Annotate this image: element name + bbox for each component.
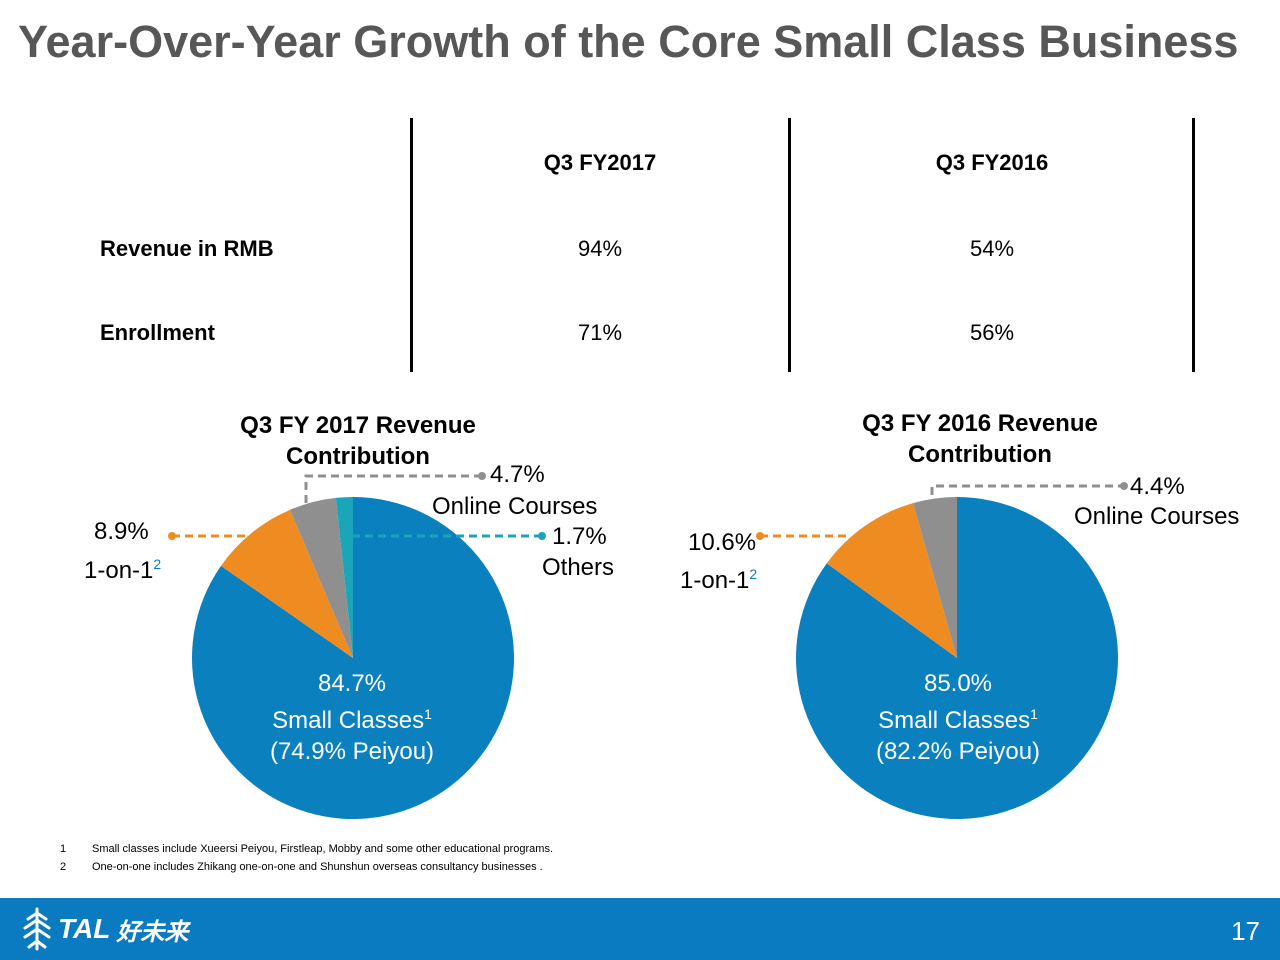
table-header-q3fy2017: Q3 FY2017 — [543, 150, 657, 175]
label-text: Small Classes — [272, 707, 425, 734]
footnote-text: One-on-one includes Zhikang one-on-one a… — [92, 861, 543, 873]
label-2016-online-value: 4.4% — [1130, 473, 1185, 500]
pie-slice-small-classes — [796, 497, 1119, 819]
leader-2017-online — [304, 474, 480, 503]
pie-slice-online-courses — [913, 497, 957, 658]
label-value: 84.7% — [317, 670, 387, 697]
footnote-1: 1 Small classes include Xueersi Peiyou, F… — [60, 843, 553, 855]
logo-cn: 好未来 — [116, 918, 189, 946]
label-2017-online-value: 4.7% — [490, 461, 545, 488]
table-divider — [410, 118, 413, 372]
label-2016-1on1-value: 10.6% — [688, 529, 757, 556]
table-header-q3fy2016: Q3 FY2016 — [935, 150, 1049, 175]
row-label-revenue: Revenue in RMB — [100, 236, 274, 261]
leader-2016-online — [930, 484, 1122, 495]
label-2017-others-value: 1.7% — [552, 523, 607, 550]
footnote-text: Small classes include Xueersi Peiyou, Fi… — [92, 843, 554, 855]
tal-logo: TAL 好未来 — [22, 906, 188, 952]
pie-slice-1-on-1 — [826, 503, 957, 658]
row-label-enrollment: Enrollment — [100, 320, 215, 345]
pie-slice-1-on-1 — [220, 509, 353, 658]
pie-2017-title: Q3 FY 2017 Revenue Contribution — [148, 410, 568, 472]
table-divider — [1192, 118, 1195, 372]
pie-slice-online-courses — [289, 497, 353, 658]
leader-dot — [168, 532, 176, 540]
label-2016-1on1-name: 1-on-12 — [680, 559, 757, 596]
label-value: 85.0% — [923, 670, 993, 697]
pie-2017-title-line2: Contribution — [286, 443, 430, 470]
page-number: 17 — [1231, 916, 1260, 946]
footnote-ref: 1 — [1030, 706, 1038, 722]
footnote-ref: 2 — [153, 556, 162, 572]
table-cell: 54% — [969, 236, 1015, 261]
label-2017-small-classes: 84.7% Small Classes1 (74.9% Peiyou) — [142, 668, 562, 767]
footnote-num: 1 — [60, 843, 67, 855]
pie-2016-title-line1: Q3 FY 2016 Revenue — [862, 410, 1098, 437]
label-2016-small-classes: 85.0% Small Classes1 (82.2% Peiyou) — [748, 668, 1168, 767]
pie-leader-lines — [168, 472, 1128, 540]
table-cell: 94% — [577, 236, 623, 261]
footnote-2: 2 One-on-one includes Zhikang one-on-one … — [60, 861, 543, 873]
pie-slice-others — [335, 497, 353, 658]
label-name: Small Classes1 — [142, 699, 562, 736]
pie-slice-small-classes — [192, 497, 515, 819]
page-title: Year-Over-Year Growth of the Core Small … — [18, 16, 1239, 67]
pie-charts-svg — [168, 472, 1128, 819]
label-2016-online-name: Online Courses — [1074, 503, 1240, 530]
tree-icon — [23, 907, 51, 951]
label-2017-1on1-name: 1-on-12 — [84, 549, 161, 586]
pie-2017 — [192, 497, 515, 819]
leader-dot — [538, 532, 546, 540]
table-cell: 56% — [969, 320, 1015, 345]
leader-dot — [756, 532, 764, 540]
pie-2016 — [796, 497, 1119, 819]
label-note: (82.2% Peiyou) — [875, 738, 1041, 765]
footnote-ref: 2 — [749, 566, 758, 582]
footnote-ref: 1 — [424, 706, 432, 722]
label-name: Small Classes1 — [748, 699, 1168, 736]
leader-dot — [478, 472, 486, 480]
pie-2016-title-line2: Contribution — [908, 441, 1052, 468]
label-2017-1on1-value: 8.9% — [94, 518, 149, 545]
label-note: (74.9% Peiyou) — [269, 738, 435, 765]
table-divider — [788, 118, 791, 372]
leader-dot — [1120, 482, 1128, 490]
label-text: Small Classes — [878, 707, 1031, 734]
label-text: 1-on-1 — [84, 557, 154, 584]
pie-2016-title: Q3 FY 2016 Revenue Contribution — [770, 408, 1190, 470]
table-cell: 71% — [577, 320, 623, 345]
label-text: 1-on-1 — [680, 567, 750, 594]
label-2017-others-name: Others — [542, 554, 615, 581]
pie-2017-title-line1: Q3 FY 2017 Revenue — [240, 412, 476, 439]
footnote-num: 2 — [60, 861, 67, 873]
footer-bar — [0, 898, 1280, 960]
logo-text: TAL — [58, 913, 111, 944]
label-2017-online-name: Online Courses — [432, 493, 598, 520]
